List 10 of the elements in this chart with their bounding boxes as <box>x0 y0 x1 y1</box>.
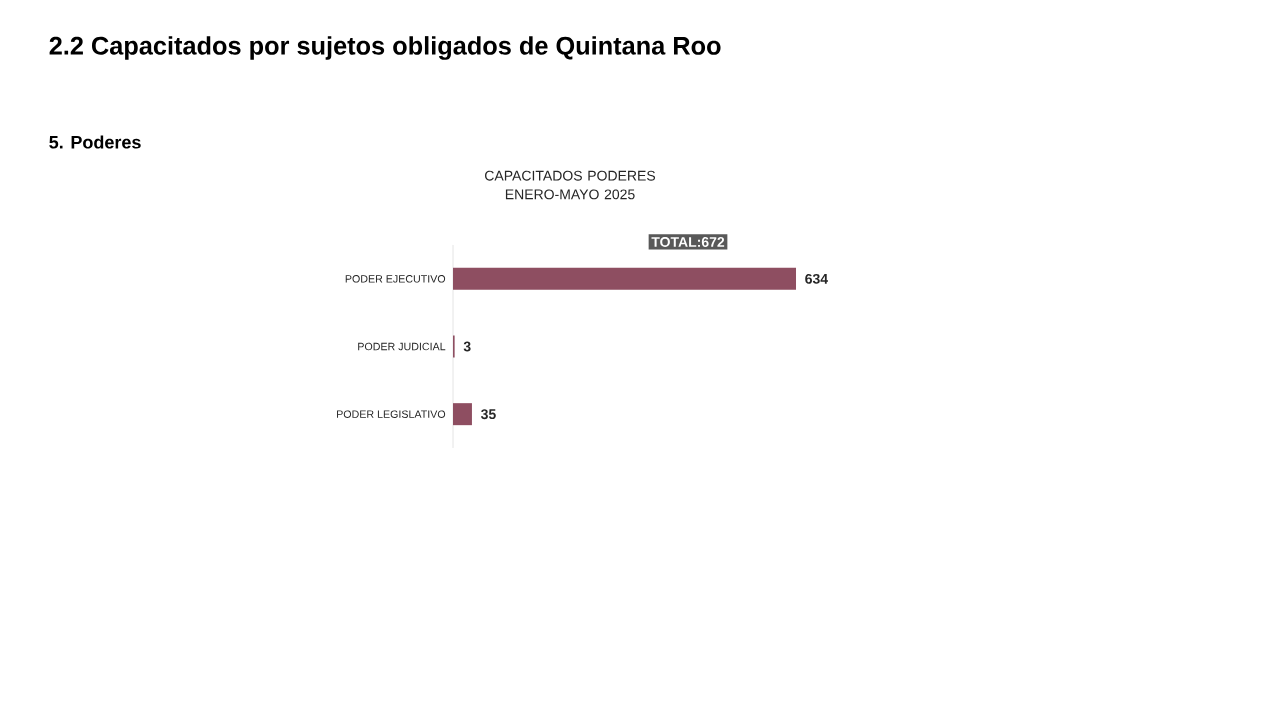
data-label: 35 <box>480 409 496 420</box>
y-tick-label: PODER EJECUTIVO <box>345 275 446 283</box>
text: CAPACITADOS PODERES ENERO-MAYO 2025 <box>485 170 656 200</box>
y-tick-label: PODER LEGISLATIVO <box>337 410 446 418</box>
annotation: TOTAL:672 <box>651 237 725 247</box>
text: 5. Poderes <box>49 135 141 149</box>
y-tick-label: PODER JUDICIAL <box>358 342 446 351</box>
chart-title: 2.2 Capacitados por sujetos obligados de Quintana Roo <box>49 36 721 60</box>
data-label: 3 <box>463 341 471 352</box>
data-label: 634 <box>805 273 828 284</box>
